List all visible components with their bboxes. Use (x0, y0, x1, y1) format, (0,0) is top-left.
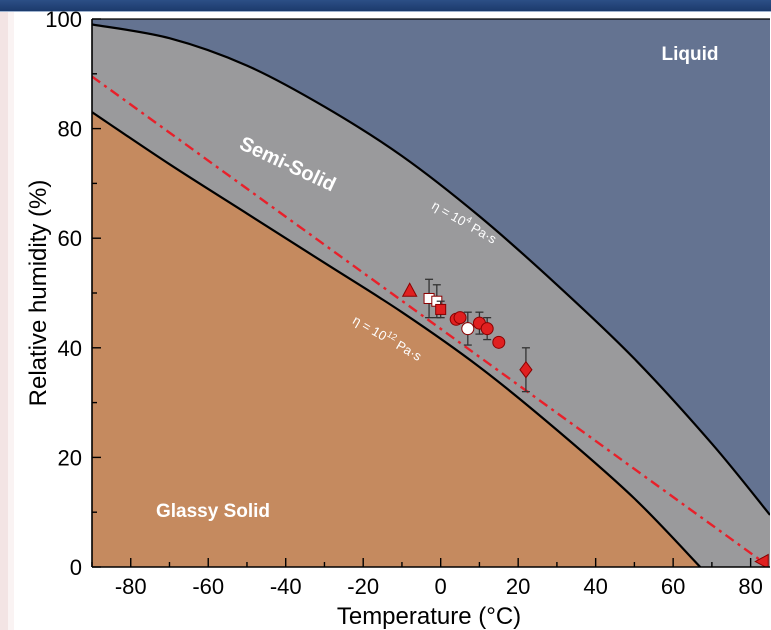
x-tick-label: 20 (506, 574, 530, 599)
x-tick-label: 0 (435, 574, 447, 599)
y-axis-title: Relative humidity (%) (25, 180, 52, 407)
glassy-solid-label: Glassy Solid (156, 501, 270, 522)
eta-1e4-curve (92, 23, 770, 516)
x-tick-label: -60 (192, 574, 224, 599)
x-tick-label: -40 (270, 574, 302, 599)
y-tick-label: 60 (58, 226, 82, 251)
eta-1e12-curve (92, 111, 702, 567)
x-tick-label: 40 (583, 574, 607, 599)
y-tick-label: 80 (58, 117, 82, 142)
circle-point (492, 335, 506, 349)
window-title-bar (0, 0, 771, 11)
y-tick-label: 40 (58, 336, 82, 361)
liquid-label: Liquid (662, 44, 719, 65)
data-points (401, 278, 769, 567)
x-tick-label: 60 (661, 574, 685, 599)
circle-point (480, 322, 494, 336)
left-margin-strip-inner (8, 12, 14, 630)
x-tick-label: 80 (738, 574, 762, 599)
title-bar-divider (0, 11, 771, 12)
plot-area (92, 19, 770, 567)
x-axis-title: Temperature (°C) (337, 603, 521, 630)
circle-point (453, 311, 467, 325)
y-axis-ticks: 0 20 40 60 80 100 (45, 7, 101, 580)
circle-point (461, 322, 475, 336)
x-tick-label: -80 (115, 574, 147, 599)
y-tick-label: 100 (45, 7, 82, 32)
triangle-point (401, 282, 418, 297)
y-tick-label: 20 (58, 445, 82, 470)
triangle-left-point (754, 553, 769, 567)
glassy-solid-region (92, 112, 701, 567)
x-axis-ticks: -80 -60 -40 -20 0 20 40 60 80 (91, 558, 763, 599)
y-tick-label: 0 (70, 555, 82, 580)
diamond-point (519, 360, 533, 379)
square-point (435, 303, 447, 315)
left-margin-strip (0, 12, 8, 630)
x-tick-label: -20 (347, 574, 379, 599)
